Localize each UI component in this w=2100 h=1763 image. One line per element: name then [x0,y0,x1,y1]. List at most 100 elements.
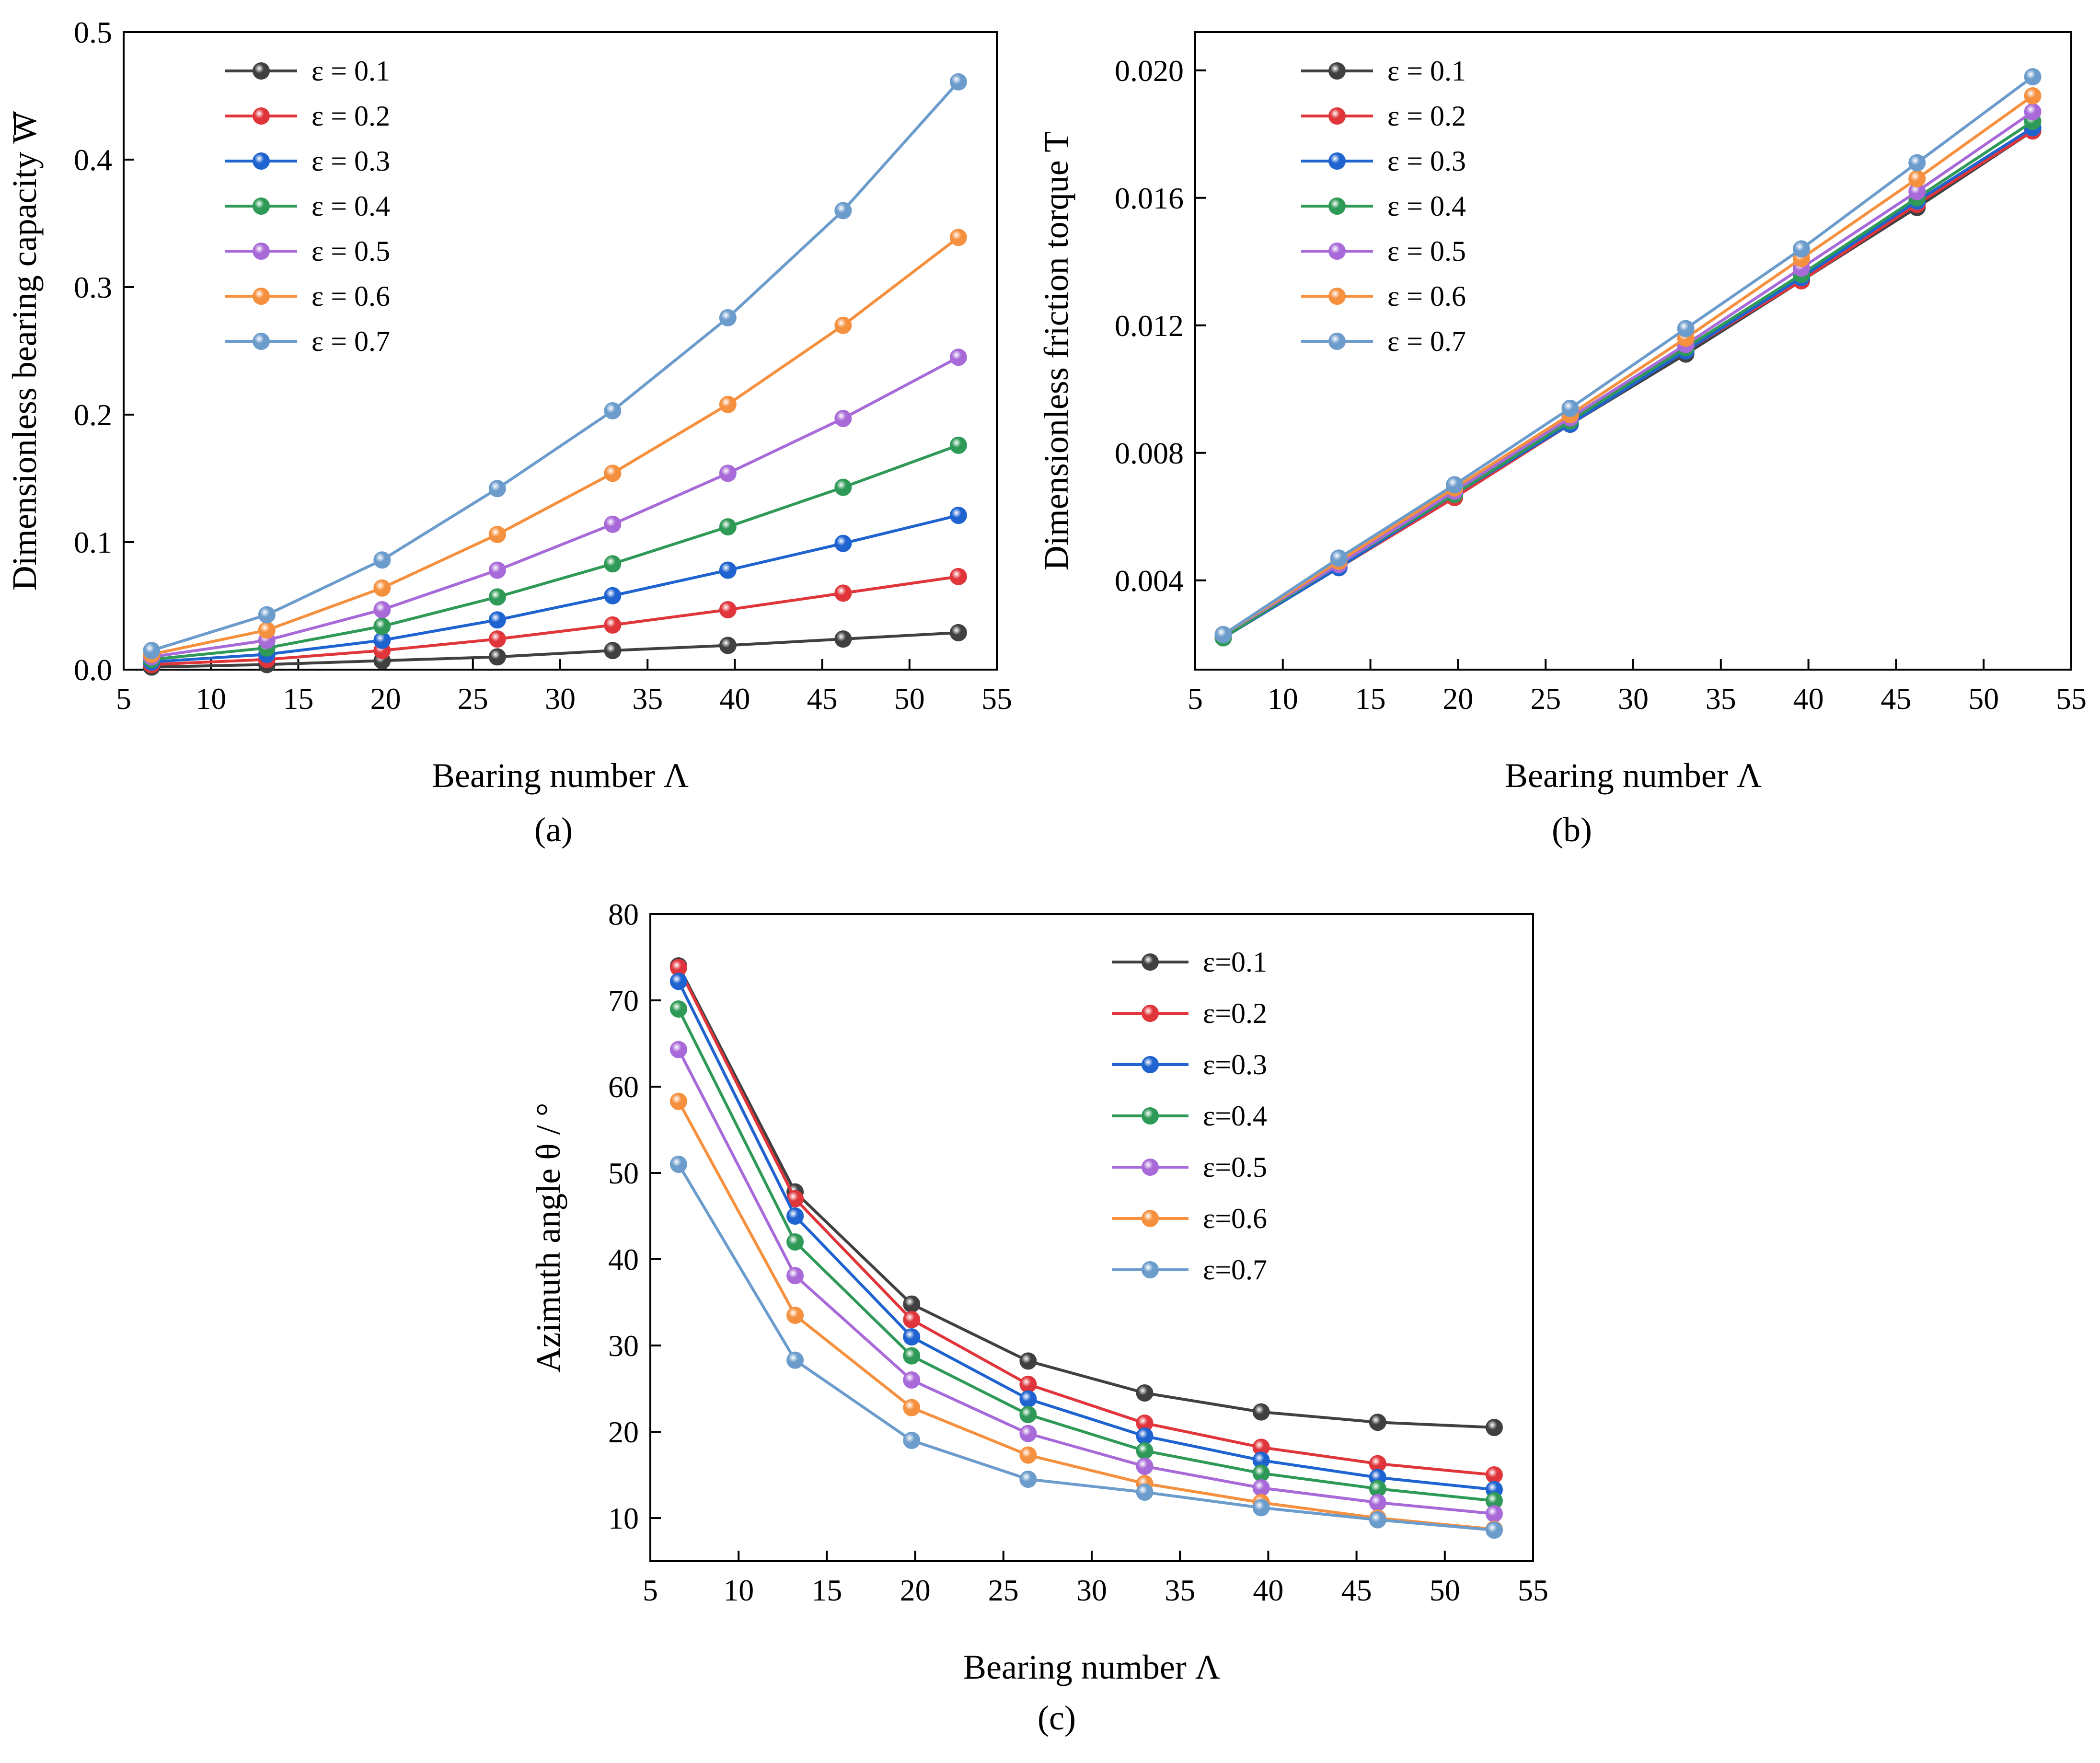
legend-label: ε=0.7 [1203,1254,1267,1286]
data-point [604,402,622,420]
data-point [604,555,622,573]
series-6 [143,229,967,663]
legend-label: ε = 0.3 [1387,145,1466,177]
data-point [719,464,737,482]
data-point [604,464,622,482]
legend-label: ε = 0.2 [1387,100,1466,132]
data-point [488,480,506,498]
data-point [488,526,506,544]
x-tick-label: 10 [196,682,226,716]
data-point [488,630,506,648]
x-tick-label: 30 [1618,682,1649,716]
legend-item: ε=0.3 [1112,1049,1267,1080]
data-point [786,1267,804,1285]
series-3 [669,973,1503,1498]
data-point [719,518,737,536]
legend-item: ε = 0.3 [1301,145,1466,177]
legend-item: ε=0.1 [1112,946,1267,978]
legend-swatch-marker [253,62,270,80]
data-point [949,229,967,246]
series-line [151,444,959,661]
data-point [1019,1390,1037,1408]
y-tick-label: 60 [608,1070,639,1104]
data-point [1019,1352,1037,1370]
data-point [786,1207,804,1225]
data-point [903,1371,921,1389]
legend-item: ε = 0.4 [1301,190,1466,222]
data-point [1792,240,1810,258]
data-point [604,642,622,660]
y-tick-label: 0.004 [1115,564,1184,598]
x-tick-label: 35 [1165,1573,1195,1607]
series-line [1222,126,2034,639]
y-tick-label: 30 [608,1329,639,1363]
data-point [669,1092,687,1110]
data-point [903,1432,921,1449]
data-point [1214,626,1232,643]
data-point [786,1351,804,1369]
x-tick-label: 45 [807,682,838,716]
series-4 [669,1000,1503,1509]
legend-item: ε=0.5 [1112,1151,1267,1183]
data-point [834,409,852,427]
legend-item: ε = 0.1 [1301,55,1466,87]
legend-swatch-marker [253,152,270,170]
data-point [373,579,391,597]
legend-item: ε=0.7 [1112,1254,1267,1286]
x-tick-label: 10 [723,1573,754,1607]
x-tick-label: 20 [900,1573,931,1607]
data-point [669,1000,687,1018]
x-tick-label: 35 [632,682,663,716]
data-point [1908,154,1926,172]
data-point [1252,1403,1270,1421]
x-tick-label: 50 [1430,1573,1460,1607]
legend-label: ε = 0.6 [312,280,390,312]
y-axis-label: Dimensionless friction torque T [1037,131,1075,571]
data-point [1908,170,1926,187]
x-tick-label: 40 [1253,1573,1283,1607]
x-tick-label: 15 [283,682,313,716]
legend-swatch-marker [253,333,270,350]
data-point [786,1307,804,1324]
x-tick-label: 5 [1188,682,1203,716]
series-line [677,1049,1495,1515]
data-point [786,1233,804,1251]
y-axis-label: Dimensionless bearing capacity W [5,111,44,591]
legend-swatch-marker [1328,288,1346,305]
data-point [719,561,737,579]
data-point [903,1311,921,1328]
data-point [1252,1499,1270,1517]
data-point [258,621,276,639]
data-point [1485,1505,1503,1522]
series-line [151,356,959,659]
data-point [488,561,506,579]
data-point [719,395,737,413]
data-point [834,202,852,220]
series-line [151,631,958,669]
legend-label: ε = 0.3 [312,145,390,177]
series-line [677,965,1495,1429]
legend-swatch-marker [1328,243,1346,260]
legend-swatch-marker [1328,152,1346,170]
data-point [1136,1384,1154,1402]
data-point [834,534,852,552]
legend-label: ε=0.5 [1203,1151,1267,1183]
legend-swatch-marker [1142,1210,1159,1227]
data-point [1369,1511,1386,1529]
series-line [677,1008,1495,1502]
legend-swatch-marker [1142,1159,1159,1176]
x-tick-label: 45 [1881,682,1911,716]
data-point [949,624,967,641]
data-point [1369,1414,1386,1431]
x-tick-label: 50 [1968,682,1999,716]
legend-item: ε = 0.5 [225,235,390,267]
legend-item: ε = 0.4 [225,190,390,222]
series-line [677,1163,1495,1532]
chart-panel-c: 5 10 15 20 25 30 35 40 45 50 55 10 20 30 40 50 60 70 80 Bea… [529,897,1548,1737]
legend-swatch-marker [1142,953,1159,971]
series-5 [669,1041,1503,1522]
y-tick-label: 0.1 [74,525,112,559]
x-tick-label: 5 [643,1573,658,1607]
legend-label: ε=0.6 [1203,1203,1267,1234]
legend-label: ε = 0.1 [312,55,390,87]
